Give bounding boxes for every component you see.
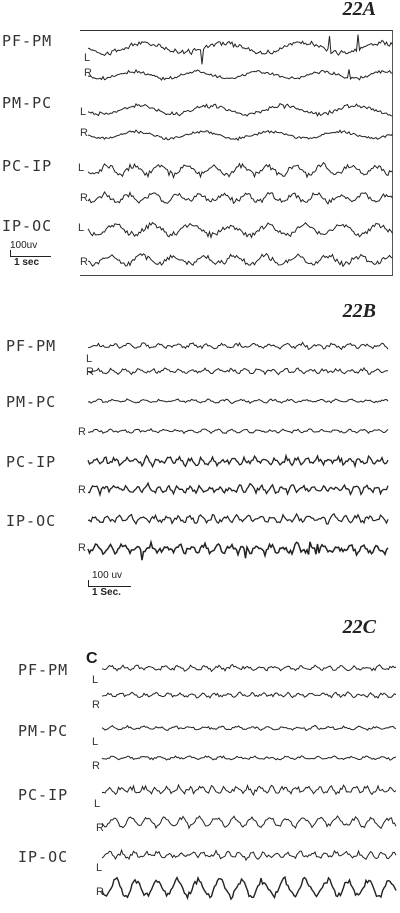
lead-label-pc-ip: PC-IP [18,786,69,804]
scale-time-label: 1 sec [14,257,40,268]
lead-label-ip-oc: IP-OC [18,848,69,866]
lead-label-pf-pm: PF-PM [18,661,69,679]
calibration-bar [10,250,51,257]
calibration-bar [88,580,131,587]
side-label-right: R [80,192,88,204]
side-label-right: R [78,426,86,438]
eeg-trace-line [87,427,389,435]
eeg-trace-line [87,102,393,117]
scale-time-label: 1 Sec. [92,587,121,598]
side-label-right: R [84,67,92,79]
figure-marker: C [86,650,98,667]
eeg-trace-line [87,539,389,561]
eeg-traces [87,34,393,268]
side-label-left: L [96,862,103,874]
eeg-panel-22a: 22A PF-PM PM-PC PC-IP IP-OC L R L R L R … [0,0,400,285]
panel-title: 22B [342,300,376,322]
side-label-left: L [86,353,93,365]
lead-label-pf-pm: PF-PM [2,32,53,50]
eeg-trace-line [87,481,389,498]
eeg-trace-line [87,161,393,180]
side-label-right: R [92,760,100,772]
side-label-right: R [78,542,86,554]
scale-voltage-label: 100uv [10,240,38,251]
eeg-trace-line [101,815,397,830]
eeg-trace-line [87,252,393,268]
eeg-trace-line [101,755,397,761]
eeg-trace-line [101,848,397,862]
eeg-trace-line [87,129,393,142]
side-label-right: R [96,822,104,834]
side-label-left: L [78,162,85,174]
eeg-trace-line [101,663,397,673]
lead-label-pc-ip: PC-IP [6,453,57,471]
eeg-trace-line [87,191,393,205]
side-label-left: L [94,798,101,810]
lead-label-pc-ip: PC-IP [2,157,53,175]
eeg-trace-line [87,366,389,376]
lead-label-pm-pc: PM-PC [6,393,57,411]
eeg-panel-22b: 22B PF-PM PM-PC PC-IP IP-OC L R R R R 10… [0,300,400,610]
panel-title: 22A [342,0,376,20]
eeg-trace-line [87,453,389,469]
eeg-trace-line [101,691,397,699]
recording-frame [80,30,393,276]
side-label-right: R [78,484,86,496]
side-label-left: L [84,52,91,64]
side-label-right: R [80,127,88,139]
side-label-left: L [92,674,99,686]
eeg-trace-line [87,68,393,82]
eeg-trace-line [87,34,393,65]
eeg-trace-line [101,724,397,732]
side-label-left: L [80,106,87,118]
lead-label-pm-pc: PM-PC [2,94,53,112]
eeg-trace-line [87,221,393,240]
side-label-right: R [96,886,104,898]
lead-label-pm-pc: PM-PC [18,722,69,740]
side-label-right: R [92,699,100,711]
eeg-trace-line [101,783,397,797]
eeg-trace-line [87,512,389,526]
eeg-trace-line [87,398,389,405]
eeg-traces [87,341,389,561]
side-label-right: R [80,256,88,268]
eeg-trace-line [87,341,389,351]
eeg-traces [101,663,397,901]
lead-label-ip-oc: IP-OC [6,512,57,530]
lead-label-ip-oc: IP-OC [2,217,53,235]
side-label-left: L [78,222,85,234]
panel-title: 22C [342,616,376,638]
lead-label-pf-pm: PF-PM [6,337,57,355]
scale-voltage-label: 100 uv [92,570,123,581]
side-label-left: L [92,736,99,748]
eeg-panel-22c: 22C C PF-PM PM-PC PC-IP IP-OC L R L R L … [0,612,400,913]
eeg-trace-line [101,875,397,901]
